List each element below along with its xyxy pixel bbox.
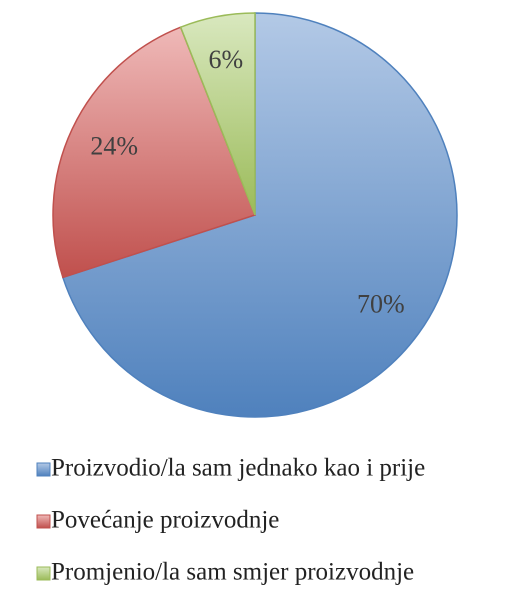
legend-swatch <box>36 462 51 477</box>
data-label: 6% <box>209 45 244 74</box>
pie-slice <box>52 26 256 279</box>
data-label: 70% <box>357 289 405 318</box>
pie-slice <box>61 12 458 418</box>
data-label: 24% <box>90 132 138 161</box>
legend-label: Povećanje proizvodnje <box>51 507 279 534</box>
legend-swatch <box>36 566 51 581</box>
pie-slice <box>179 12 256 216</box>
legend-swatch <box>36 514 51 529</box>
legend-label: Proizvodio/la sam jednako kao i prije <box>51 455 425 482</box>
legend-label: Promjenio/la sam smjer proizvodnje <box>51 559 414 586</box>
